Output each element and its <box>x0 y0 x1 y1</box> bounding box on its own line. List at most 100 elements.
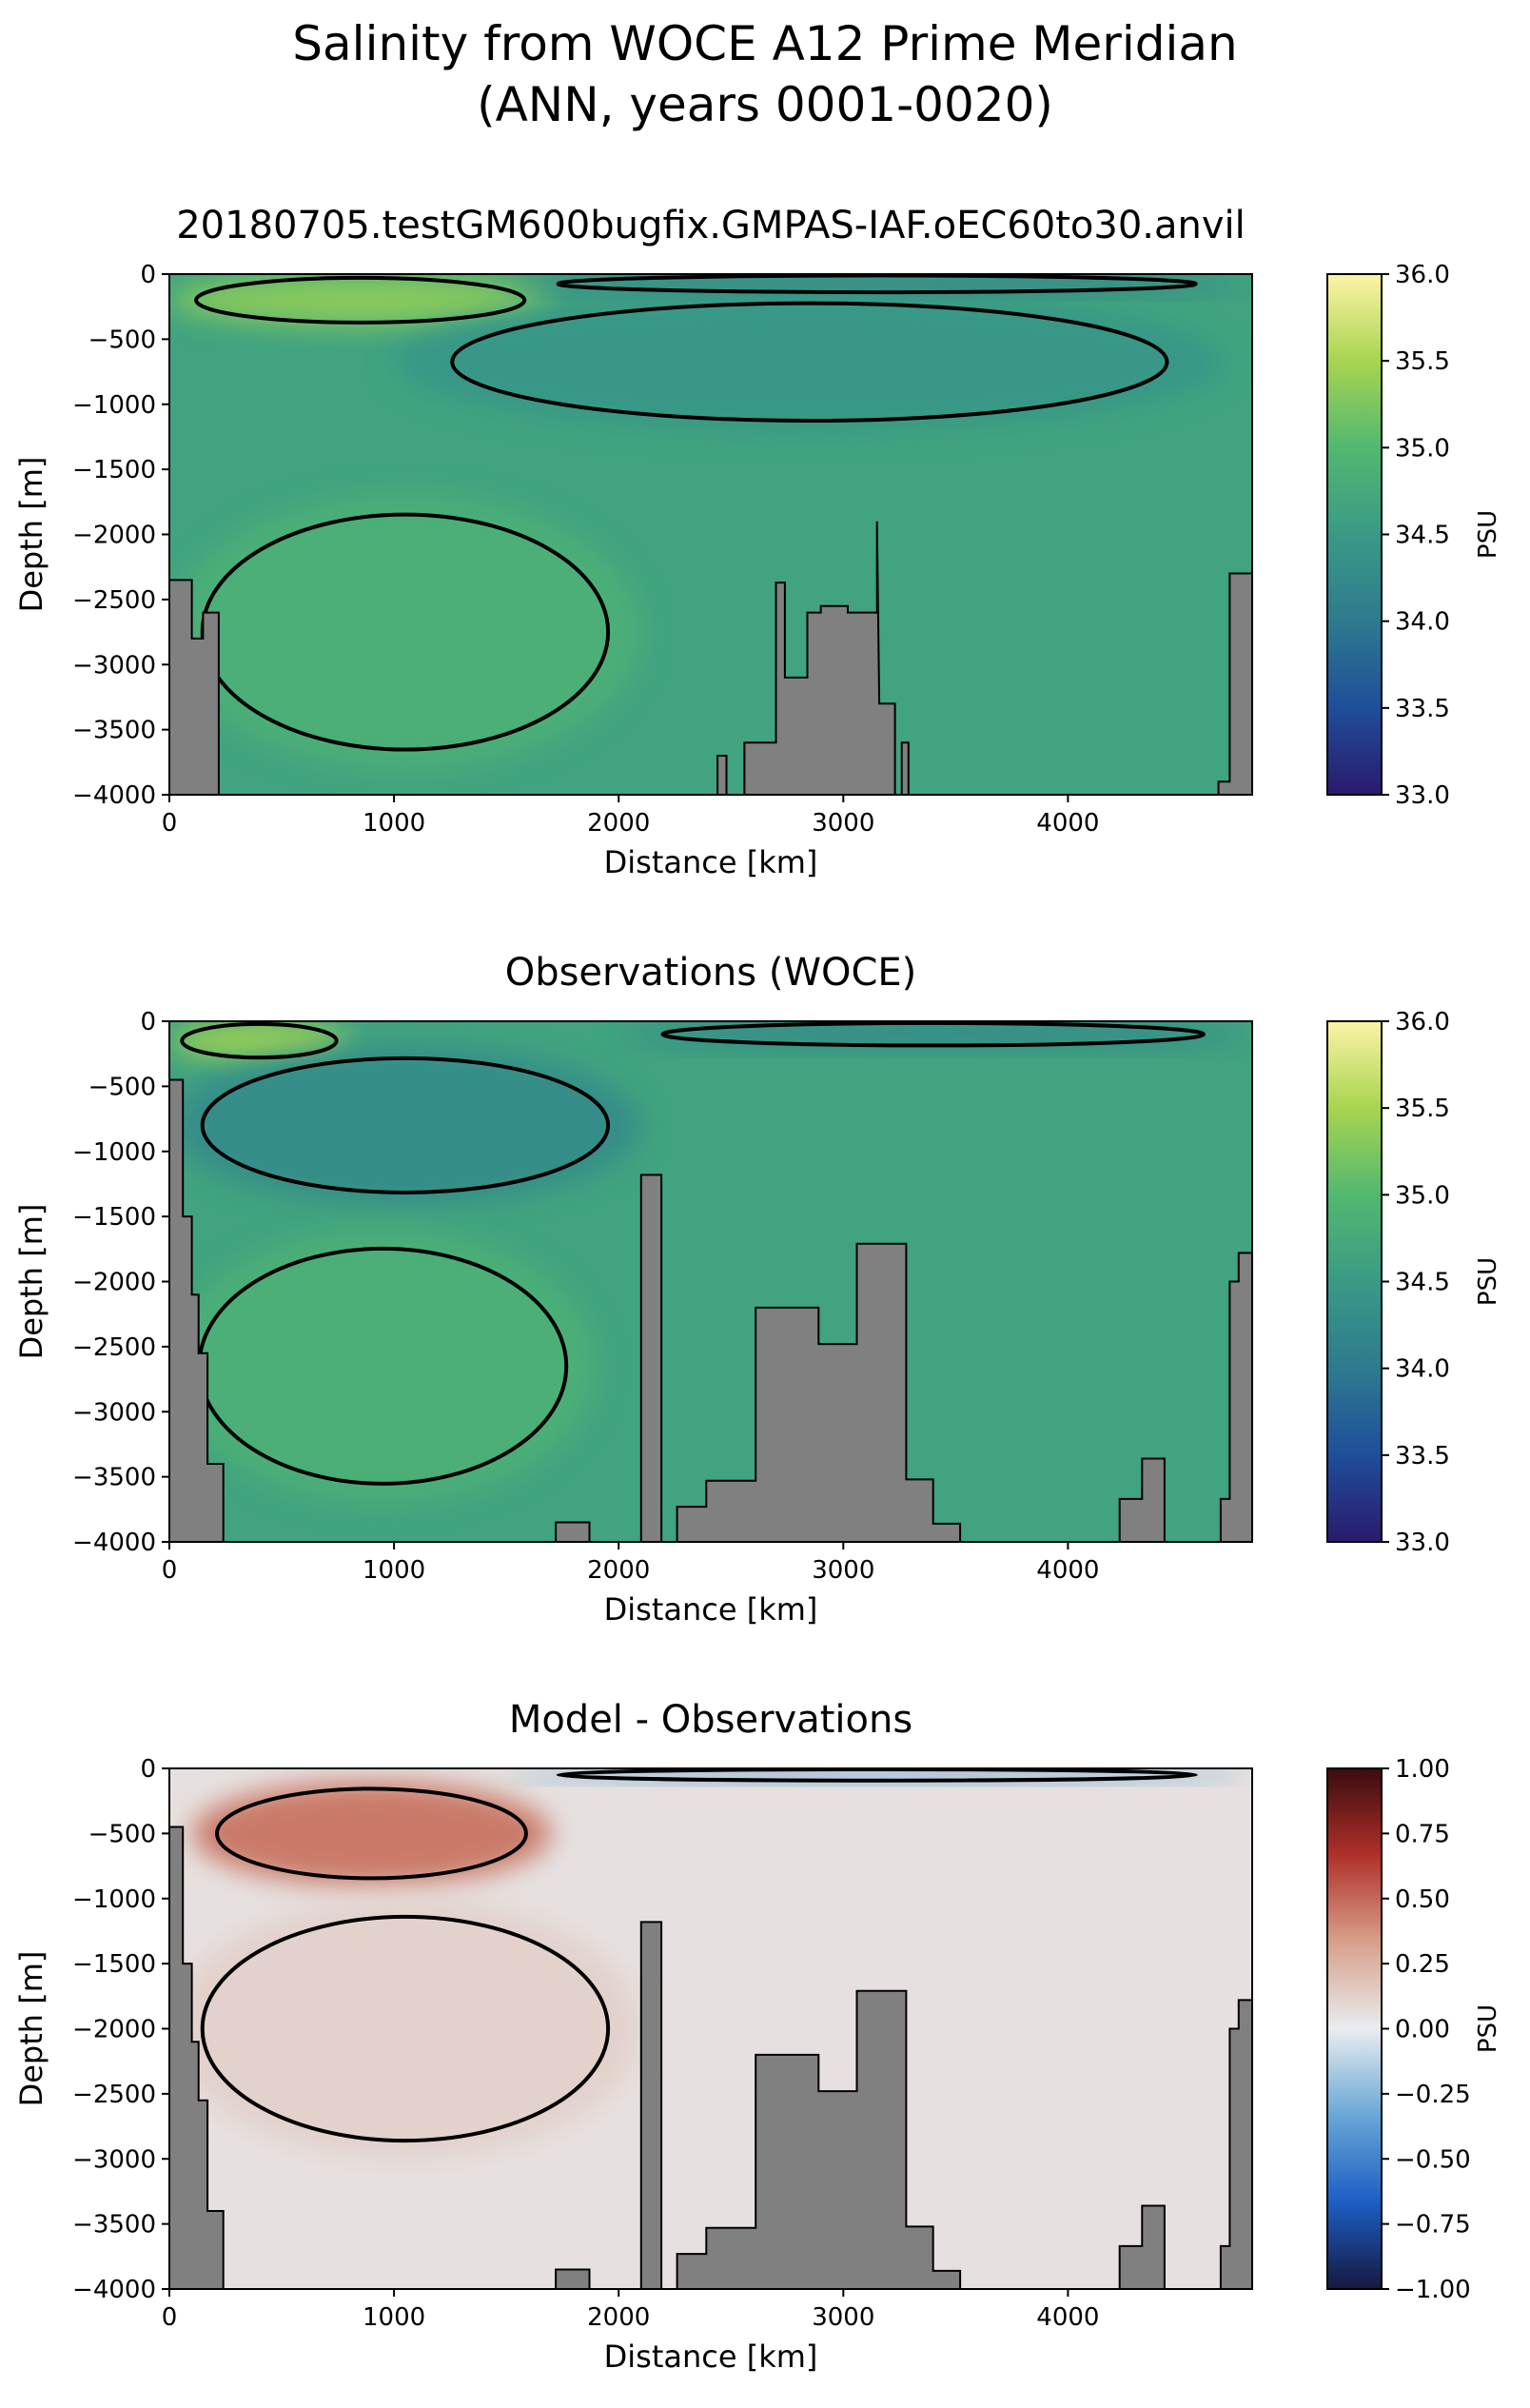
y-axis-label: Depth [m] <box>13 1951 49 2107</box>
y-tick-label: −1000 <box>72 391 156 420</box>
difference-panel: Model - Observations 0 1000 2000 3000 4000 0 −5… <box>13 1698 1502 2375</box>
y-tick-label: −500 <box>88 1820 156 1848</box>
plot-area <box>169 274 1252 795</box>
y-tick-label: −3000 <box>72 651 156 680</box>
x-tick-label: 0 <box>162 809 178 838</box>
y-axis-label: Depth [m] <box>13 457 49 613</box>
contour-line <box>200 1914 611 2143</box>
y-tick-label: −2000 <box>72 1269 156 1297</box>
x-tick-label: 2000 <box>587 1556 650 1585</box>
contour-line <box>450 301 1169 424</box>
x-tick-label: 1000 <box>363 2303 425 2332</box>
x-tick-label: 3000 <box>812 2303 874 2332</box>
field-feature <box>169 274 552 326</box>
colorbar-tick-label: 35.0 <box>1395 434 1450 463</box>
panel-title: Observations (WOCE) <box>505 951 917 995</box>
colorbar-tick-label: 34.0 <box>1395 608 1450 637</box>
y-tick-label: −2500 <box>72 2081 156 2109</box>
colorbar-tick-label: 0.00 <box>1395 2016 1450 2044</box>
field-feature <box>618 1021 1248 1048</box>
bathymetry-mask <box>169 521 1252 795</box>
y-tick-label: −4000 <box>72 781 156 810</box>
colorbar-tick-label: −0.50 <box>1395 2145 1471 2174</box>
x-tick-label: 4000 <box>1036 1556 1099 1585</box>
x-tick-label: 1000 <box>363 1556 425 1585</box>
y-tick-label: 0 <box>140 1008 156 1036</box>
colorbar-tick-label: 36.0 <box>1395 1008 1450 1036</box>
colorbar-tick-label: −0.25 <box>1395 2081 1471 2109</box>
x-tick-label: 3000 <box>812 809 874 838</box>
y-tick-label: 0 <box>140 1755 156 1784</box>
x-tick-label: 2000 <box>587 809 650 838</box>
plot-area <box>169 1021 1252 1542</box>
colorbar-tick-label: 35.5 <box>1395 347 1450 376</box>
colorbar <box>1326 1020 1383 1543</box>
colorbar-tick-label: 33.0 <box>1395 1529 1450 1557</box>
y-tick-label: −3000 <box>72 1398 156 1427</box>
colorbar-tick-label: 33.0 <box>1395 781 1450 810</box>
y-tick-label: −2500 <box>72 586 156 615</box>
colorbar-tick-label: −1.00 <box>1395 2276 1471 2304</box>
colorbar-tick-label: 0.50 <box>1395 1885 1450 1914</box>
colorbar-tick-label: 0.75 <box>1395 1820 1450 1848</box>
colorbar-tick-label: 34.0 <box>1395 1355 1450 1384</box>
y-tick-label: −2500 <box>72 1333 156 1362</box>
figure-title-line1: Salinity from WOCE A12 Prime Meridian <box>292 16 1238 71</box>
colorbar <box>1326 273 1383 796</box>
field-feature <box>191 1781 552 1886</box>
colorbar-tick-label: 35.5 <box>1395 1095 1450 1123</box>
x-tick-label: 3000 <box>812 1556 874 1585</box>
x-tick-label: 1000 <box>363 809 425 838</box>
y-tick-label: −500 <box>88 1073 156 1101</box>
contour-line <box>194 275 527 325</box>
y-tick-label: −2000 <box>72 2016 156 2044</box>
x-tick-label: 4000 <box>1036 2303 1099 2332</box>
plot-area <box>169 1768 1252 2289</box>
contour-line <box>660 1021 1206 1048</box>
y-tick-label: −4000 <box>72 1529 156 1557</box>
x-tick-label: 4000 <box>1036 809 1099 838</box>
colorbar-tick-label: 33.5 <box>1395 695 1450 723</box>
y-tick-label: −1500 <box>72 1203 156 1232</box>
panel-title: Model - Observations <box>509 1698 912 1742</box>
y-tick-label: −3000 <box>72 2145 156 2174</box>
figure-title: Salinity from WOCE A12 Prime Meridian (A… <box>0 13 1530 135</box>
colorbar-label: PSU <box>1474 1257 1502 1306</box>
y-tick-label: −2000 <box>72 522 156 550</box>
y-tick-label: −4000 <box>72 2276 156 2304</box>
x-axis-label: Distance [km] <box>604 1591 818 1628</box>
colorbar-tick-label: 34.5 <box>1395 1269 1450 1297</box>
x-axis-label: Distance [km] <box>604 2339 818 2375</box>
y-tick-label: −3500 <box>72 717 156 745</box>
colorbar-tick-label: 33.5 <box>1395 1442 1450 1470</box>
observations-salinity-panel: Observations (WOCE) 0 1000 2000 3000 4000 0 −50… <box>13 951 1502 1628</box>
field-feature <box>394 293 1226 431</box>
contour-line <box>215 1786 528 1881</box>
field-feature <box>169 1021 349 1061</box>
figure-title-line2: (ANN, years 0001-0020) <box>477 77 1053 132</box>
y-tick-label: −3500 <box>72 2211 156 2240</box>
colorbar-tick-label: 0.25 <box>1395 1950 1450 1979</box>
colorbar <box>1326 1767 1383 2290</box>
contour-line <box>180 1021 339 1060</box>
y-tick-label: −3500 <box>72 1464 156 1492</box>
field-feature <box>169 1229 597 1503</box>
y-tick-label: −1500 <box>72 1950 156 1979</box>
field-feature <box>506 274 1248 294</box>
y-tick-label: −500 <box>88 326 156 354</box>
bathymetry-mask <box>169 1826 1252 2289</box>
model-salinity-panel: 20180705.testGM600bugfix.GMPAS-IAF.oEC60… <box>13 204 1502 880</box>
bathymetry-mask <box>169 1078 1252 1542</box>
x-tick-label: 0 <box>162 1556 178 1585</box>
x-tick-label: 2000 <box>587 2303 650 2332</box>
x-tick-label: 0 <box>162 2303 178 2332</box>
y-tick-label: −1000 <box>72 1885 156 1914</box>
field-feature <box>169 1047 641 1204</box>
colorbar-tick-label: −0.75 <box>1395 2211 1471 2240</box>
x-axis-label: Distance [km] <box>604 844 818 880</box>
colorbar-tick-label: 1.00 <box>1395 1755 1450 1784</box>
y-tick-label: −1000 <box>72 1138 156 1167</box>
y-tick-label: −1500 <box>72 456 156 484</box>
colorbar-label: PSU <box>1474 2004 1502 2053</box>
contour-line <box>200 1056 611 1194</box>
